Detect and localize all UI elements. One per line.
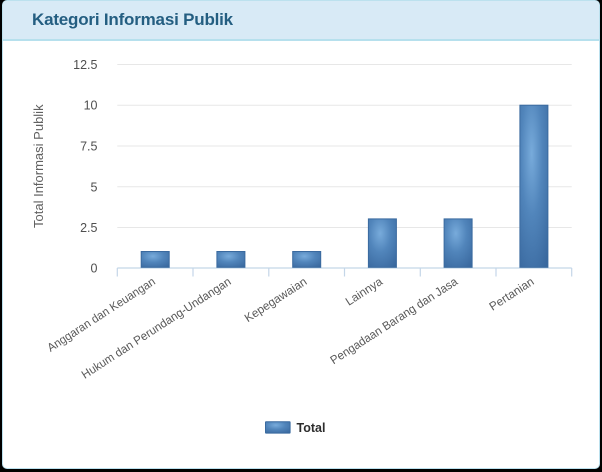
svg-text:Pertanian: Pertanian xyxy=(487,274,537,313)
svg-text:Lainnya: Lainnya xyxy=(343,274,386,308)
svg-text:Kepegawaian: Kepegawaian xyxy=(242,274,310,325)
svg-text:Pengadaan Barang dan Jasa: Pengadaan Barang dan Jasa xyxy=(328,274,461,367)
svg-text:5: 5 xyxy=(91,180,98,194)
svg-text:Total Informasi Publik: Total Informasi Publik xyxy=(31,104,46,228)
svg-text:10: 10 xyxy=(84,99,98,113)
svg-text:2.5: 2.5 xyxy=(80,221,97,235)
svg-text:Total: Total xyxy=(297,421,326,435)
svg-text:12.5: 12.5 xyxy=(73,58,97,72)
svg-text:0: 0 xyxy=(91,262,98,276)
svg-text:Hukum dan Perundang-Undangan: Hukum dan Perundang-Undangan xyxy=(79,274,234,381)
svg-text:7.5: 7.5 xyxy=(80,140,97,154)
